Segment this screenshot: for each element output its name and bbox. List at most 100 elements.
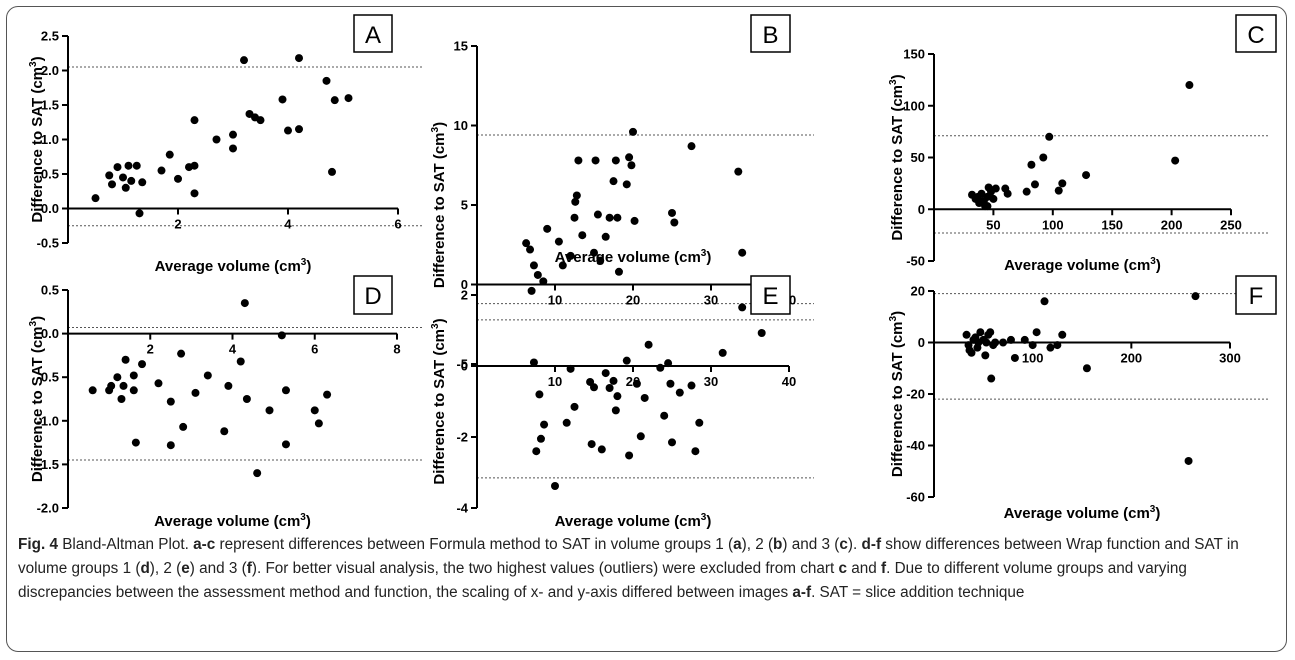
y-tick-label: 20 xyxy=(911,284,925,299)
y-tick-label: 0 xyxy=(918,335,925,350)
caption-segment: b xyxy=(773,536,783,553)
data-point xyxy=(660,411,669,420)
data-point xyxy=(991,184,1000,193)
caption-segment: represent differences between Formula me… xyxy=(215,536,734,553)
data-point xyxy=(597,445,606,454)
data-point xyxy=(535,390,544,399)
data-point xyxy=(191,388,200,397)
x-tick-label: 6 xyxy=(311,342,318,357)
x-tick-label: 100 xyxy=(1022,351,1044,366)
data-point xyxy=(611,156,620,165)
data-point xyxy=(310,406,319,415)
data-point xyxy=(593,210,602,219)
panel-c: -50 0 50 100 150 50 100 150 200 250 Average volume… xyxy=(888,14,1277,274)
data-point xyxy=(695,418,704,427)
caption-segment: ) and 3 ( xyxy=(189,560,247,577)
data-point xyxy=(88,386,97,395)
x-axis-label: Average volume (cm3) xyxy=(1004,256,1161,274)
x-axis-label: Average volume (cm3) xyxy=(154,512,311,530)
data-point xyxy=(668,438,676,447)
data-point xyxy=(138,178,147,187)
panel-letter: B xyxy=(762,22,778,49)
data-point xyxy=(625,153,634,162)
y-tick-label: -40 xyxy=(906,438,925,453)
y-tick-label: -2.0 xyxy=(37,501,59,516)
data-point xyxy=(527,286,536,295)
data-point xyxy=(540,420,549,429)
y-tick-label: -5 xyxy=(456,357,468,372)
data-point xyxy=(675,388,684,397)
data-point xyxy=(220,427,229,436)
figure-frame xyxy=(6,6,1287,652)
panel-letter: C xyxy=(1247,22,1264,49)
y-tick-label: 10 xyxy=(454,118,468,133)
panel-letter: A xyxy=(365,22,381,49)
data-point xyxy=(566,251,575,260)
data-point xyxy=(91,194,100,203)
data-point xyxy=(129,386,138,395)
data-point xyxy=(613,213,622,222)
data-point xyxy=(119,173,127,182)
data-point xyxy=(986,328,995,337)
data-point xyxy=(1082,171,1091,180)
data-point xyxy=(236,357,245,366)
caption-figure-label: Fig. 4 xyxy=(18,536,58,553)
x-tick-label: 200 xyxy=(1120,351,1142,366)
y-tick-label: -0.5 xyxy=(37,236,59,251)
data-point xyxy=(1184,456,1193,465)
y-axis-label: Difference to SAT (cm3) xyxy=(430,318,448,484)
data-point xyxy=(229,130,237,139)
data-point xyxy=(322,76,331,85)
panel-letter-box xyxy=(353,275,393,315)
y-tick-label: -50 xyxy=(906,254,925,269)
caption-segment: c xyxy=(839,536,848,553)
x-tick-label: 150 xyxy=(1101,217,1123,232)
data-point xyxy=(1058,179,1067,188)
data-point xyxy=(131,438,140,447)
caption-segment: ), 2 ( xyxy=(149,560,182,577)
data-point xyxy=(1032,328,1041,337)
data-point xyxy=(240,299,249,308)
x-tick-label: 50 xyxy=(986,217,1000,232)
data-point xyxy=(632,379,641,388)
data-point xyxy=(570,213,579,222)
y-tick-label: 0.0 xyxy=(41,326,59,341)
data-point xyxy=(656,363,665,372)
data-point xyxy=(738,248,747,257)
data-point xyxy=(129,371,138,380)
data-point xyxy=(281,440,290,449)
y-tick-label: 1.0 xyxy=(41,132,59,147)
data-point xyxy=(256,116,265,125)
data-point xyxy=(132,161,141,170)
y-tick-label: 2 xyxy=(461,288,468,303)
data-point xyxy=(609,177,618,186)
data-point xyxy=(1006,335,1015,344)
data-point xyxy=(117,395,126,403)
data-point xyxy=(601,369,610,378)
data-point xyxy=(554,237,563,246)
data-point xyxy=(166,397,175,406)
caption-segment: and xyxy=(847,560,882,577)
caption-segment: Bland-Altman Plot. xyxy=(57,536,194,553)
caption-segment: f xyxy=(881,560,887,577)
caption-segment: ). xyxy=(847,536,862,553)
data-point xyxy=(529,261,538,270)
data-point xyxy=(1039,153,1048,162)
x-tick-label: 100 xyxy=(1042,217,1064,232)
data-point xyxy=(734,167,743,176)
data-point xyxy=(157,166,166,175)
x-tick-label: 2 xyxy=(147,342,154,357)
data-point xyxy=(113,163,122,172)
x-tick-label: 8 xyxy=(393,342,400,357)
data-point xyxy=(668,208,676,217)
data-point xyxy=(190,161,199,170)
x-tick-label: 20 xyxy=(626,293,640,308)
data-point xyxy=(578,231,587,240)
panel-letter: D xyxy=(364,283,381,310)
data-point xyxy=(666,379,675,388)
data-point xyxy=(1040,297,1049,306)
data-point xyxy=(718,348,727,357)
data-point xyxy=(203,371,212,380)
data-point xyxy=(138,360,147,369)
